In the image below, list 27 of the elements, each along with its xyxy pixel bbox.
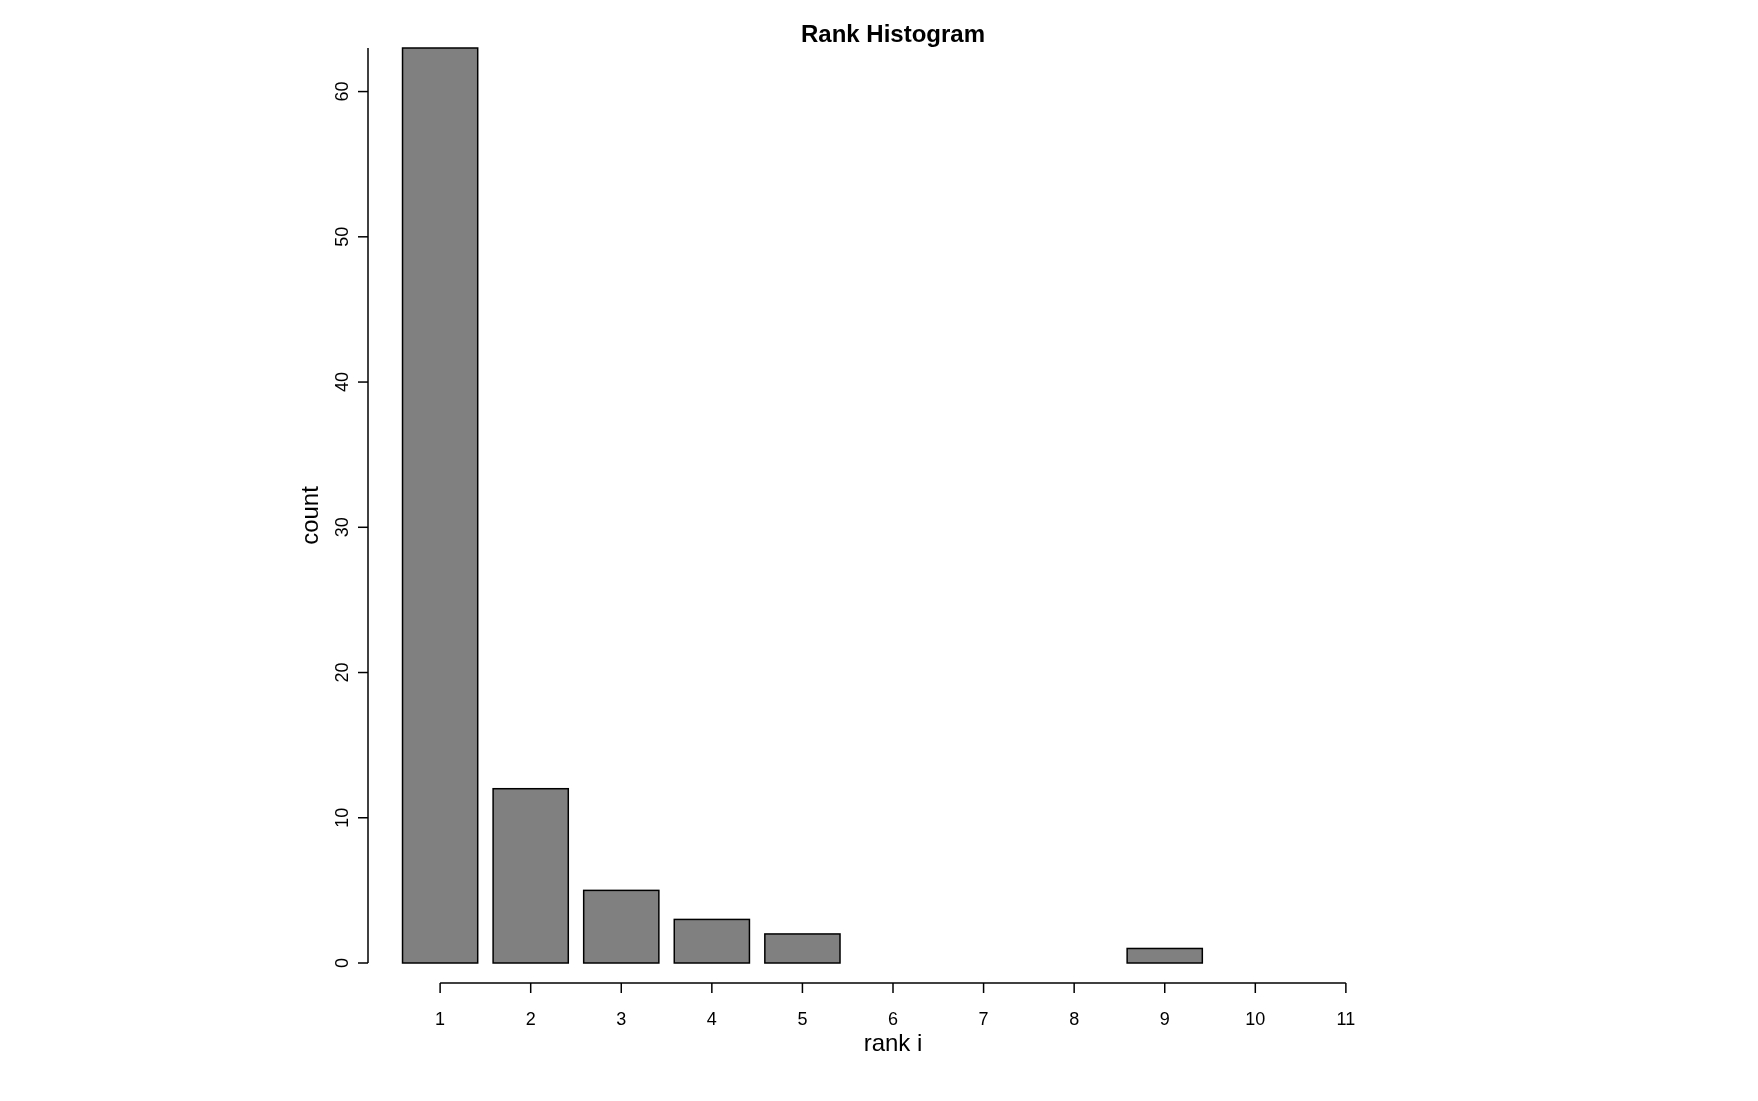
y-tick-label: 30: [332, 517, 352, 538]
x-axis-title: rank i: [863, 1029, 923, 1056]
y-axis-title: count: [296, 485, 323, 545]
x-tick-label: 11: [1336, 1009, 1356, 1029]
bar: [582, 889, 660, 964]
bar: [673, 918, 751, 964]
y-tick-label: 50: [332, 226, 352, 247]
y-tick-label: 10: [332, 807, 352, 828]
x-tick-label: 8: [1069, 1009, 1080, 1029]
x-tick-label: 9: [1159, 1009, 1170, 1029]
y-tick-label: 60: [332, 81, 352, 102]
y-tick-label: 0: [332, 957, 352, 969]
x-tick-label: 1: [435, 1009, 446, 1029]
x-tick-label: 7: [978, 1009, 989, 1029]
x-tick-label: 5: [797, 1009, 808, 1029]
x-tick-label: 4: [706, 1009, 717, 1029]
bar: [492, 787, 570, 964]
y-tick-label: 20: [332, 662, 352, 683]
y-tick-label: 40: [332, 372, 352, 393]
x-tick-label: 6: [887, 1009, 899, 1029]
bar: [401, 47, 479, 964]
bar: [764, 933, 841, 964]
x-tick-label: 3: [616, 1009, 627, 1029]
chart-title: Rank Histogram: [800, 20, 986, 47]
x-tick-label: 10: [1245, 1009, 1266, 1029]
bar: [1126, 947, 1204, 964]
x-tick-label: 2: [525, 1009, 536, 1029]
